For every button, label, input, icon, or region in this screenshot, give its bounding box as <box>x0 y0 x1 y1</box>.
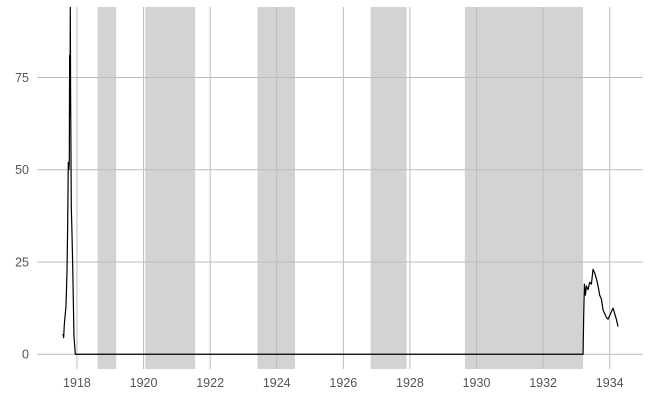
shaded-period-4 <box>370 7 407 369</box>
shaded-period-2 <box>145 7 196 369</box>
shaded-periods <box>97 7 584 369</box>
y-axis-labels: 0 25 50 75 <box>15 71 29 362</box>
grid-lines <box>37 7 643 369</box>
x-tick-label: 1932 <box>529 376 557 390</box>
x-tick-label: 1934 <box>596 376 624 390</box>
y-tick-label: 75 <box>15 71 29 85</box>
shaded-period-5 <box>464 7 584 369</box>
y-tick-label: 25 <box>15 255 29 269</box>
x-tick-label: 1926 <box>329 376 357 390</box>
x-tick-label: 1920 <box>130 376 158 390</box>
x-tick-label: 1924 <box>263 376 291 390</box>
x-tick-label: 1922 <box>196 376 224 390</box>
x-tick-label: 1918 <box>63 376 91 390</box>
series-group <box>62 6 619 355</box>
y-tick-label: 50 <box>15 163 29 177</box>
x-axis-labels: 1918 1920 1922 1924 1926 1928 1930 1932 1934 <box>63 376 624 390</box>
x-tick-label: 1928 <box>396 376 424 390</box>
x-tick-label: 1930 <box>463 376 491 390</box>
shaded-period-1 <box>97 7 117 369</box>
series-line-1 <box>62 6 619 355</box>
y-tick-label: 0 <box>22 348 29 362</box>
